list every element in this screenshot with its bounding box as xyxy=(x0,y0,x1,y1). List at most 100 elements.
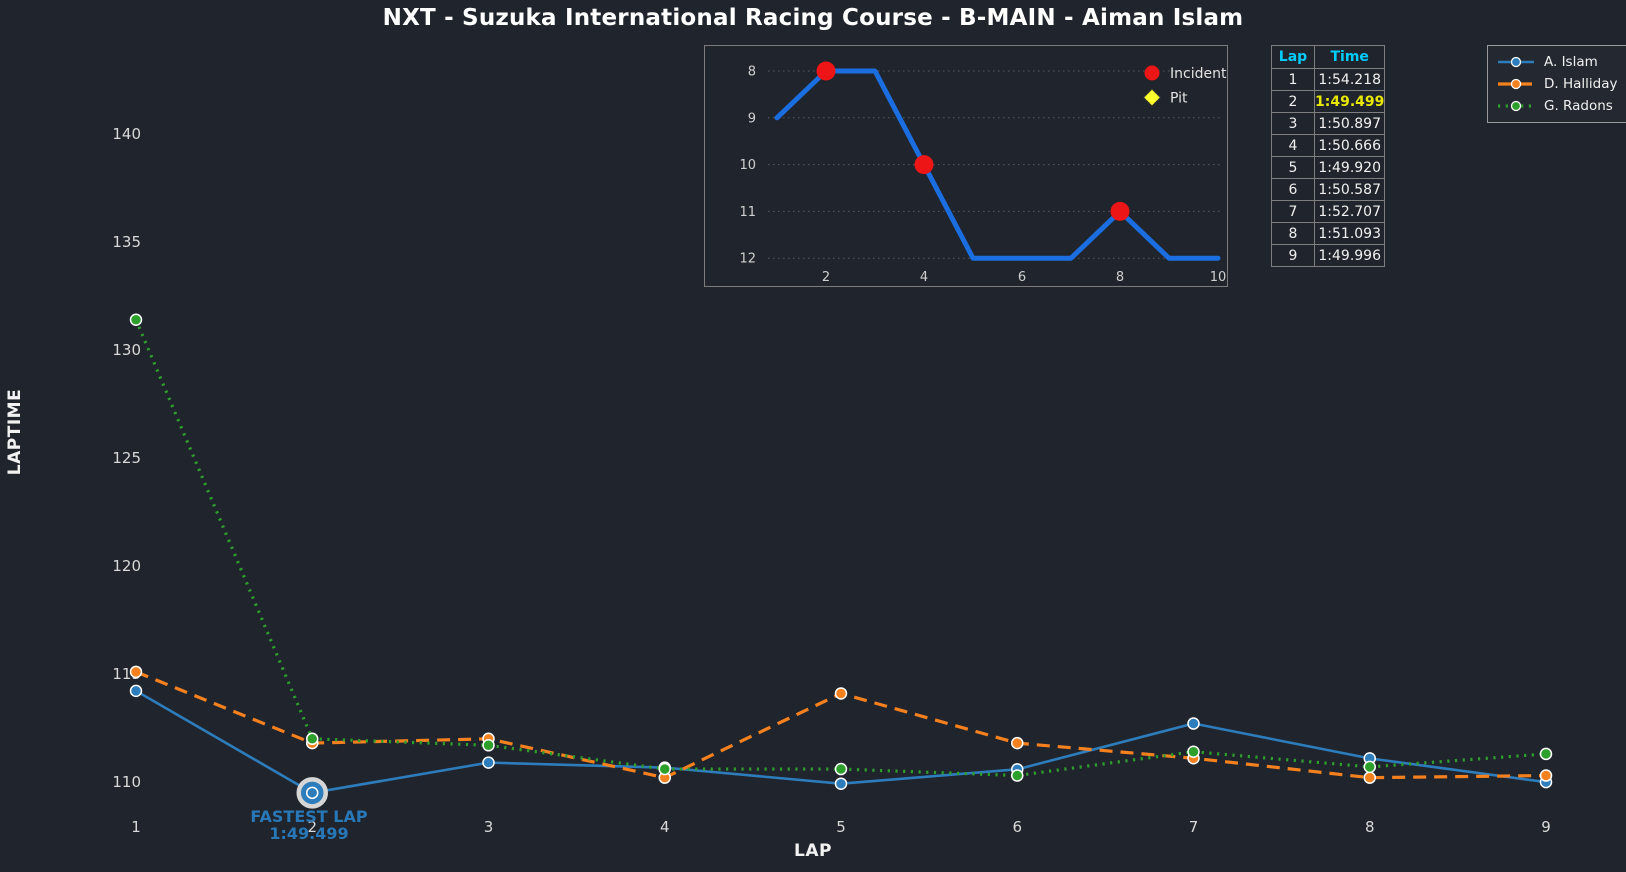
position-inset-chart: 8 9 10 11 12 2 4 6 8 10 Incident Pit xyxy=(704,45,1228,287)
data-point xyxy=(834,762,848,776)
y-tick-label: 135 xyxy=(112,233,141,251)
legend-line-marker-icon xyxy=(1498,78,1534,90)
lap-cell: 7 xyxy=(1271,200,1315,223)
time-cell: 1:50.897 xyxy=(1313,112,1386,135)
time-cell: 1:50.587 xyxy=(1313,178,1386,201)
y-tick-label: 130 xyxy=(112,341,141,359)
inset-border xyxy=(704,45,1228,287)
lap-cell: 6 xyxy=(1271,178,1315,201)
data-point xyxy=(834,777,848,790)
driver-legend: A. Islam D. Halliday G. Radons xyxy=(1487,45,1626,123)
lap-cell: 4 xyxy=(1271,134,1315,157)
y-tick-label: 125 xyxy=(112,449,141,467)
inset-x-tick-label: 4 xyxy=(920,270,928,285)
data-point xyxy=(1363,771,1376,784)
lap-cell: 9 xyxy=(1271,244,1315,267)
x-tick-label: 2 xyxy=(307,818,317,836)
data-point xyxy=(306,732,319,746)
data-point xyxy=(482,739,495,752)
data-point xyxy=(129,684,143,698)
fastest-time-cell: 1:49.499 xyxy=(1313,90,1386,113)
time-cell: 1:49.996 xyxy=(1313,244,1386,267)
x-tick-label: 8 xyxy=(1365,818,1375,836)
y-tick-label: 120 xyxy=(112,557,141,575)
incident-legend-label: Incident xyxy=(1170,66,1227,82)
lap-cell: 8 xyxy=(1271,222,1315,245)
inset-x-tick-label: 6 xyxy=(1018,270,1026,285)
table-row: 2 1:49.499 xyxy=(1271,90,1386,113)
incident-marker xyxy=(816,61,836,81)
data-point xyxy=(658,762,671,776)
inset-y-tick-label: 12 xyxy=(739,252,756,267)
data-point xyxy=(129,665,143,679)
time-cell: 1:49.920 xyxy=(1313,156,1386,179)
data-point xyxy=(1187,717,1200,730)
table-row: 1 1:54.218 xyxy=(1271,68,1386,91)
inset-y-tick-label: 9 xyxy=(748,111,756,126)
legend-label: A. Islam xyxy=(1544,54,1598,70)
series-line xyxy=(134,319,1547,778)
incident-marker xyxy=(914,155,934,175)
incident-marker xyxy=(1110,201,1130,221)
time-cell: 1:51.093 xyxy=(1313,222,1386,245)
lap-cell: 5 xyxy=(1271,156,1315,179)
table-row: 7 1:52.707 xyxy=(1271,200,1386,223)
fastest-lap-time: 1:49.499 xyxy=(269,824,348,843)
table-row: 4 1:50.666 xyxy=(1271,134,1386,157)
legend-item-a-islam: A. Islam xyxy=(1497,54,1618,70)
x-tick-label: 5 xyxy=(836,818,846,836)
pit-legend-label: Pit xyxy=(1170,91,1188,107)
lap-cell: 2 xyxy=(1271,90,1315,113)
table-row: 9 1:49.996 xyxy=(1271,244,1386,267)
legend-item-g-radons: G. Radons xyxy=(1497,98,1618,114)
table-row: 5 1:49.920 xyxy=(1271,156,1386,179)
lap-column-header: Lap xyxy=(1271,45,1315,69)
inset-x-tick-label: 2 xyxy=(822,270,830,285)
time-cell: 1:50.666 xyxy=(1313,134,1386,157)
table-row: 8 1:51.093 xyxy=(1271,222,1386,245)
data-point xyxy=(1539,747,1553,761)
time-cell: 1:52.707 xyxy=(1313,200,1386,223)
laptime-table: Lap Time 1 1:54.218 2 1:49.499 3 1:50.897 4 1:5… xyxy=(1271,45,1386,267)
data-point xyxy=(834,687,848,700)
table-row: 3 1:50.897 xyxy=(1271,112,1386,135)
x-tick-label: 9 xyxy=(1541,818,1551,836)
y-axis-label: LAPTIME xyxy=(5,389,25,475)
y-tick-label: 140 xyxy=(112,125,141,143)
data-point xyxy=(1539,769,1553,782)
inset-y-tick-label: 11 xyxy=(739,205,756,220)
inset-y-tick-label: 10 xyxy=(739,158,756,173)
inset-x-tick-label: 8 xyxy=(1116,270,1124,285)
data-point xyxy=(1187,745,1200,759)
x-tick-label: 3 xyxy=(484,818,494,836)
lap-cell: 3 xyxy=(1271,112,1315,135)
legend-item-d-halliday: D. Halliday xyxy=(1497,76,1618,92)
x-tick-label: 4 xyxy=(660,818,670,836)
y-tick-label: 110 xyxy=(112,773,141,791)
table-header-row: Lap Time xyxy=(1271,45,1386,69)
lap-cell: 1 xyxy=(1271,68,1315,91)
table-row: 6 1:50.587 xyxy=(1271,178,1386,201)
x-axis-label: LAP xyxy=(794,841,832,861)
legend-line-marker-icon xyxy=(1498,100,1534,112)
inset-y-tick-label: 8 xyxy=(748,65,756,80)
inset-x-tick-label: 10 xyxy=(1210,270,1227,285)
data-point xyxy=(129,313,143,327)
x-tick-label: 1 xyxy=(131,818,141,836)
x-tick-label: 7 xyxy=(1189,818,1199,836)
legend-line-marker-icon xyxy=(1498,56,1534,68)
pit-legend-icon xyxy=(1142,88,1162,107)
fastest-lap-label: FASTEST LAP xyxy=(250,807,367,826)
x-tick-label: 6 xyxy=(1012,818,1022,836)
position-line xyxy=(774,68,1221,261)
data-point xyxy=(1011,736,1024,750)
legend-label: D. Halliday xyxy=(1544,76,1618,92)
chart-title: NXT - Suzuka International Racing Course… xyxy=(382,5,1244,31)
data-point xyxy=(482,756,495,769)
time-cell: 1:54.218 xyxy=(1313,68,1386,91)
incident-legend-icon xyxy=(1144,65,1160,81)
data-point xyxy=(306,786,319,800)
legend-label: G. Radons xyxy=(1544,98,1613,114)
data-point xyxy=(1363,760,1376,774)
